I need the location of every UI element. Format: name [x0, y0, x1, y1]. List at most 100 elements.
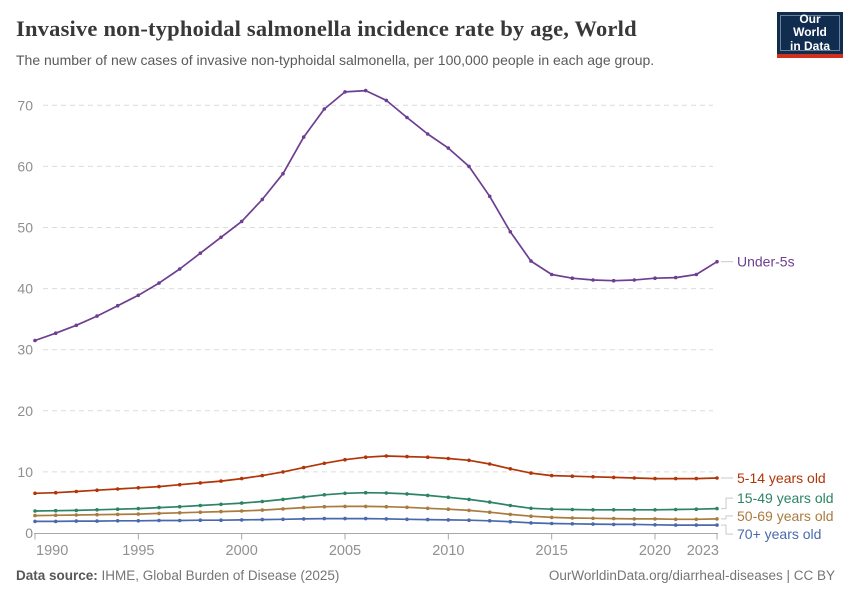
data-point	[632, 476, 637, 480]
data-point	[322, 493, 327, 497]
data-point	[115, 303, 120, 308]
data-point	[487, 500, 492, 504]
data-point	[446, 518, 451, 522]
data-point	[74, 519, 79, 523]
x-axis-tick-label: 2000	[226, 543, 258, 559]
data-point	[673, 476, 678, 481]
legend-label-under-5s[interactable]: Under-5s	[737, 254, 795, 270]
data-point	[363, 504, 368, 509]
data-point	[591, 508, 595, 512]
data-point	[405, 517, 409, 522]
data-point	[53, 519, 58, 524]
data-point	[177, 504, 182, 509]
data-point	[95, 508, 99, 512]
data-point	[363, 516, 368, 521]
data-point	[653, 508, 657, 512]
data-point	[136, 506, 141, 511]
data-point	[33, 491, 37, 496]
data-point	[177, 267, 182, 271]
data-point	[281, 517, 285, 522]
data-point	[343, 504, 347, 509]
data-point	[529, 471, 533, 475]
data-point	[74, 489, 79, 494]
data-point	[611, 475, 616, 480]
data-point	[177, 518, 182, 523]
data-point	[591, 522, 595, 526]
data-point	[219, 235, 223, 240]
data-point	[260, 197, 265, 202]
x-axis-tick-label: 2005	[329, 543, 361, 559]
data-point	[74, 513, 79, 517]
data-point	[260, 517, 265, 522]
data-point	[343, 516, 347, 521]
data-point	[322, 516, 327, 521]
data-point	[653, 276, 657, 281]
data-point	[33, 509, 37, 513]
legend-label-70-years-old[interactable]: 70+ years old	[737, 526, 821, 542]
data-point	[694, 523, 699, 527]
data-point	[487, 462, 492, 466]
chart-footer: Data source: IHME, Global Burden of Dise…	[16, 568, 835, 583]
data-point	[301, 135, 306, 139]
data-point	[529, 521, 533, 525]
data-point	[611, 516, 616, 521]
y-axis-tick-label: 30	[17, 342, 33, 358]
data-point	[611, 522, 616, 527]
data-point	[529, 514, 533, 518]
data-point	[405, 492, 409, 496]
data-point	[487, 194, 492, 199]
data-point	[446, 507, 451, 512]
data-point	[95, 512, 99, 517]
data-point	[136, 512, 141, 516]
legend-label-5-14-years-old[interactable]: 5-14 years old	[737, 470, 826, 486]
data-point	[95, 519, 99, 523]
data-point	[239, 219, 244, 224]
data-point	[694, 272, 699, 277]
data-point	[715, 506, 719, 511]
data-point	[467, 497, 471, 502]
y-axis-tick-label: 60	[17, 158, 33, 174]
data-point	[384, 491, 389, 495]
y-axis-tick-label: 20	[17, 403, 33, 419]
legend-connector	[721, 524, 733, 535]
data-point	[198, 503, 203, 508]
data-point	[508, 230, 513, 234]
data-point	[632, 508, 637, 512]
data-point	[570, 507, 575, 512]
data-point	[115, 487, 120, 491]
data-point	[115, 512, 120, 517]
data-source-text: IHME, Global Burden of Disease (2025)	[101, 568, 340, 583]
data-point	[33, 519, 37, 524]
x-axis: 1990 1995 2000 2005 2010 2015 2020 2023	[34, 533, 719, 559]
data-point	[136, 519, 141, 523]
data-point	[591, 475, 595, 479]
data-point	[239, 501, 244, 505]
data-point	[570, 522, 575, 526]
data-point	[425, 506, 430, 511]
data-point	[508, 467, 513, 471]
data-point	[405, 454, 409, 459]
data-point	[673, 507, 678, 512]
owid-logo: Our World in Data	[777, 12, 843, 58]
data-point	[219, 509, 223, 514]
data-point	[363, 490, 368, 495]
data-point	[343, 457, 347, 462]
data-point	[549, 473, 554, 478]
data-point	[673, 523, 678, 527]
legend-label-15-49-years-old[interactable]: 15-49 years old	[737, 490, 834, 506]
chart-header: Invasive non-typhoidal salmonella incide…	[16, 15, 755, 70]
y-axis-tick-label: 10	[17, 464, 33, 480]
data-point	[384, 98, 389, 103]
data-point	[157, 511, 161, 516]
legend-label-50-69-years-old[interactable]: 50-69 years old	[737, 508, 834, 524]
data-point	[343, 491, 347, 496]
data-point	[446, 495, 451, 500]
data-point	[239, 509, 244, 513]
series-50-69-years-old: 50-69 years old	[33, 504, 834, 524]
data-point	[425, 132, 430, 136]
data-point	[549, 272, 554, 277]
data-point	[467, 164, 471, 169]
data-point	[239, 518, 244, 522]
data-point	[529, 506, 533, 511]
